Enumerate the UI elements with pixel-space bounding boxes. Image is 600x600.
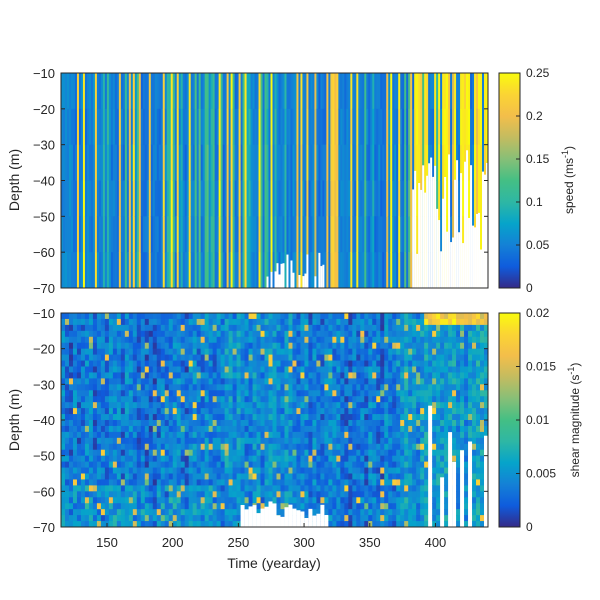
speed-colorbar-label: speed (ms-1): [560, 146, 576, 214]
shear-panel: −10 −20 −30 −40 −50 −60 −70 150 200 250 300 350 400…: [6, 306, 489, 571]
speed-colorbar-tick-label: 0.1: [526, 195, 543, 209]
shear-colorbar-tick-label: 0.02: [526, 306, 550, 320]
speed-colorbar-tick-label: 0.05: [526, 238, 550, 252]
shear-x-tick-label: 400: [425, 535, 447, 550]
shear-y-tick-label: −20: [33, 342, 55, 357]
shear-colorbar-tick-label: 0.01: [526, 413, 550, 427]
shear-colorbar-tick-label: 0: [526, 520, 533, 534]
speed-colorbar-gradient: [498, 72, 521, 289]
speed-colorbar-tick-label: 0.2: [526, 109, 543, 123]
speed-colorbar-tick-label: 0.25: [526, 66, 550, 80]
speed-y-tick-label: −30: [33, 138, 55, 153]
speed-y-tick-label: −20: [33, 102, 55, 117]
shear-y-tick-label: −30: [33, 377, 55, 392]
shear-colorbar-ticks: 0.02 0.015 0.01 0.005 0: [516, 306, 556, 534]
speed-y-tick-label: −50: [33, 209, 55, 224]
shear-x-axis: 150 200 250 300 350 400: [96, 523, 446, 550]
shear-colorbar-tick-label: 0.015: [526, 360, 556, 374]
shear-colorbar-label: shear magnitude (s-1): [566, 363, 582, 478]
speed-panel: −10 −20 −30 −40 −50 −60 −70 Depth (m): [6, 66, 489, 296]
shear-y-axis: −10 −20 −30 −40 −50 −60 −70: [33, 306, 488, 535]
shear-x-axis-label: Time (yearday): [227, 555, 321, 571]
speed-heatmap: [61, 73, 488, 288]
shear-colorbar: 0.02 0.015 0.01 0.005 0 shear magnitude (s-1…: [498, 306, 582, 534]
shear-x-tick-label: 300: [293, 535, 315, 550]
shear-colorbar-tick-label: 0.005: [526, 467, 556, 481]
shear-y-axis-label: Depth (m): [6, 389, 22, 451]
shear-heatmap: [61, 313, 488, 527]
speed-colorbar-tick-label: 0: [526, 281, 533, 295]
speed-colorbar-tick-label: 0.15: [526, 152, 550, 166]
shear-y-tick-label: −10: [33, 306, 55, 321]
shear-y-tick-label: −50: [33, 449, 55, 464]
speed-y-tick-label: −40: [33, 174, 55, 189]
speed-y-axis-label: Depth (m): [6, 149, 22, 211]
speed-colorbar: 0.25 0.2 0.15 0.1 0.05 0 speed (ms-1): [498, 66, 576, 295]
speed-y-tick-label: −60: [33, 245, 55, 260]
shear-x-tick-label: 350: [359, 535, 381, 550]
speed-y-axis: −10 −20 −30 −40 −50 −60 −70: [33, 66, 488, 296]
shear-y-tick-label: −60: [33, 484, 55, 499]
speed-y-tick-label: −70: [33, 281, 55, 296]
speed-y-tick-label: −10: [33, 66, 55, 81]
speed-colorbar-ticks: 0.25 0.2 0.15 0.1 0.05 0: [516, 66, 550, 295]
shear-x-tick-label: 200: [162, 535, 184, 550]
shear-y-tick-label: −70: [33, 520, 55, 535]
shear-x-tick-label: 250: [228, 535, 250, 550]
shear-y-tick-label: −40: [33, 413, 55, 428]
shear-x-tick-label: 150: [96, 535, 118, 550]
